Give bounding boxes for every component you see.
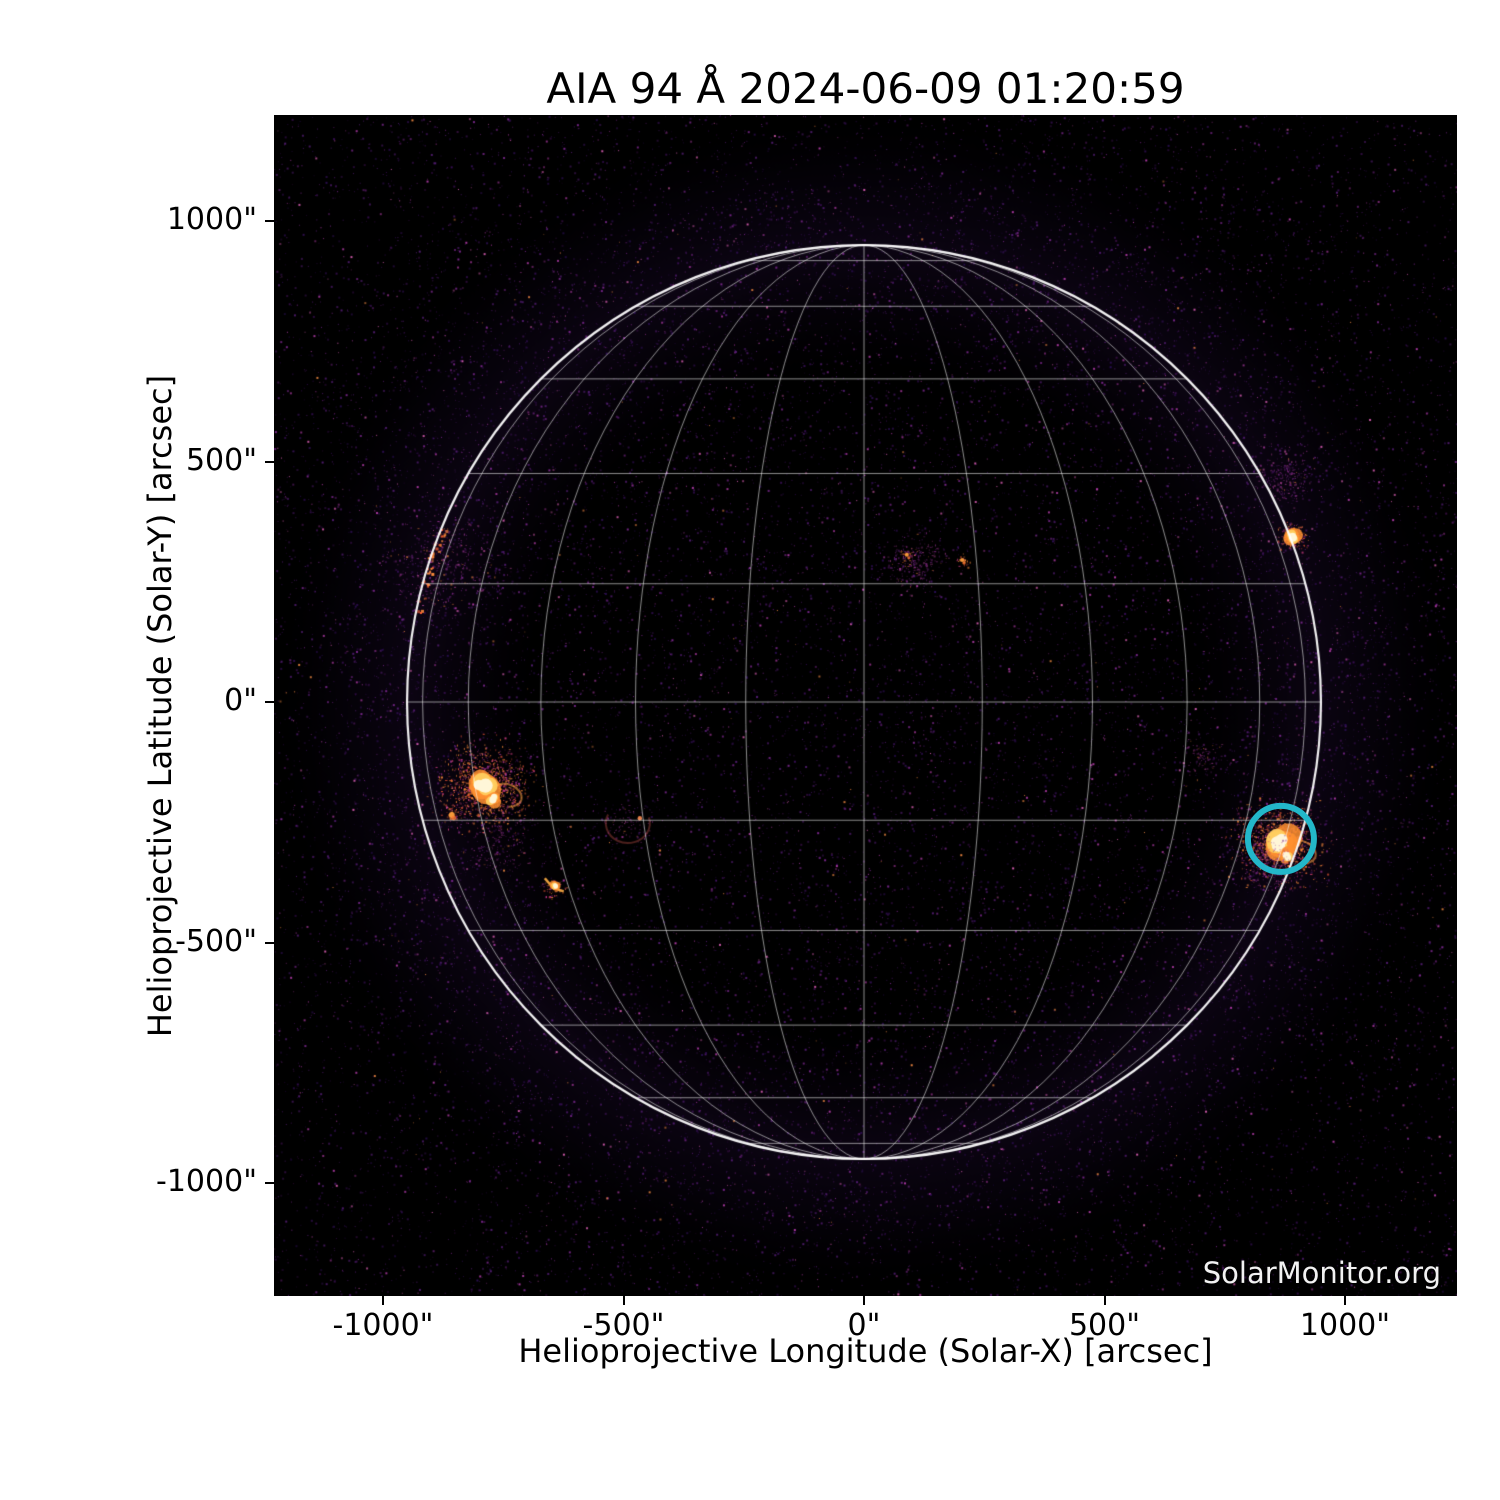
x-tick-label: -500" bbox=[582, 1308, 665, 1343]
y-tick-label: 500" bbox=[185, 442, 257, 478]
x-tick-mark bbox=[1344, 1296, 1346, 1305]
x-tick-mark bbox=[863, 1296, 865, 1305]
x-tick-mark bbox=[382, 1296, 384, 1305]
watermark: SolarMonitor.org bbox=[1202, 1256, 1441, 1290]
y-tick-mark bbox=[265, 941, 274, 944]
solar-image-canvas bbox=[274, 115, 1457, 1296]
y-tick-label: 1000" bbox=[166, 202, 257, 237]
x-tick-label: 1000" bbox=[1299, 1308, 1391, 1343]
y-tick-mark bbox=[265, 220, 274, 222]
y-tick-mark bbox=[265, 1182, 274, 1184]
plot-title: AIA 94 Å 2024-06-09 01:20:59 bbox=[546, 64, 1185, 113]
event-marker-circle bbox=[1244, 803, 1318, 876]
x-tick-label: 500" bbox=[1068, 1308, 1141, 1343]
y-tick-label: -1000" bbox=[156, 1164, 257, 1199]
x-tick-mark bbox=[1103, 1296, 1106, 1305]
y-tick-mark bbox=[265, 701, 274, 703]
x-axis-label: Helioprojective Longitude (Solar-X) [arc… bbox=[518, 1332, 1213, 1370]
x-tick-label: -1000" bbox=[332, 1308, 434, 1343]
x-tick-label: 0" bbox=[847, 1308, 881, 1343]
y-tick-label: -500" bbox=[175, 923, 257, 959]
y-tick-mark bbox=[265, 460, 274, 463]
solar-image-plot: SolarMonitor.org bbox=[274, 115, 1457, 1296]
x-tick-mark bbox=[622, 1296, 625, 1305]
y-tick-label: 0" bbox=[224, 683, 257, 718]
